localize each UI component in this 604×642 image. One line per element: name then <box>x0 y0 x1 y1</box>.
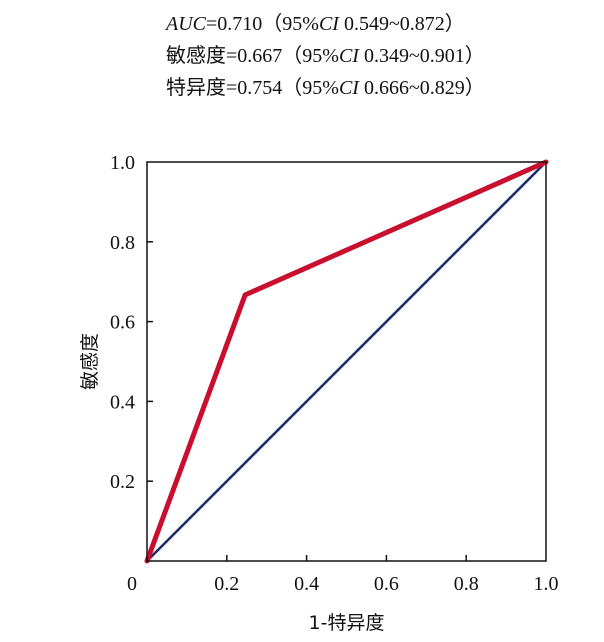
annotation-ci-close: ） <box>464 45 485 67</box>
reference-diagonal <box>145 160 548 563</box>
x-tick-label: 0.4 <box>294 573 319 595</box>
x-tick-label: 0.8 <box>454 573 479 595</box>
y-axis-ticks: 0.2 0.4 0.6 0.8 1.0 <box>110 152 153 493</box>
plot-frame <box>146 161 547 562</box>
annotation-ci-close: ） <box>464 77 485 99</box>
annotation-metric: AUC <box>166 13 206 35</box>
x-axis-ticks: 0 0.2 0.4 0.6 0.8 1.0 <box>127 555 559 595</box>
annotation-ci-range: 0.666~0.829 <box>358 77 465 99</box>
annotation-ci-open: （95% <box>262 13 319 35</box>
y-axis-title: 敏感度 <box>79 333 101 390</box>
annotation-ci-close: ） <box>444 13 465 35</box>
annotation-prefix: 敏感度 <box>166 45 226 67</box>
annotation-prefix: 特异度 <box>166 77 226 99</box>
annotation-specificity: 特异度=0.754（95%CI 0.666~0.829） <box>166 72 485 104</box>
annotation-ci-label: CI <box>338 45 359 67</box>
annotation-ci-label: CI <box>318 13 339 35</box>
annotation-auc: AUC=0.710（95%CI 0.549~0.872） <box>166 8 485 40</box>
y-tick-label: 0.6 <box>110 312 135 334</box>
roc-curve <box>144 159 549 564</box>
annotation-value: =0.667 <box>226 45 283 67</box>
annotation-sensitivity: 敏感度=0.667（95%CI 0.349~0.901） <box>166 40 485 72</box>
annotation-ci-open: （95% <box>282 45 339 67</box>
annotation-value: =0.754 <box>226 77 283 99</box>
x-tick-label: 0.6 <box>374 573 399 595</box>
annotation-ci-label: CI <box>338 77 359 99</box>
x-axis-title: 1-特异度 <box>309 612 385 634</box>
x-tick-label: 0 <box>127 573 137 595</box>
x-tick-label: 0.2 <box>214 573 239 595</box>
annotation-ci-range: 0.349~0.901 <box>358 45 465 67</box>
y-tick-label: 1.0 <box>110 152 135 174</box>
annotation-value: =0.710 <box>206 13 263 35</box>
x-tick-label: 1.0 <box>534 573 559 595</box>
annotation-ci-range: 0.549~0.872 <box>338 13 445 35</box>
y-tick-label: 0.4 <box>110 391 135 413</box>
y-tick-label: 0.2 <box>110 471 135 493</box>
series-layer <box>144 159 549 564</box>
annotation-block: AUC=0.710（95%CI 0.549~0.872） 敏感度=0.667（9… <box>166 8 485 104</box>
y-tick-label: 0.8 <box>110 232 135 254</box>
annotation-ci-open: （95% <box>282 77 339 99</box>
